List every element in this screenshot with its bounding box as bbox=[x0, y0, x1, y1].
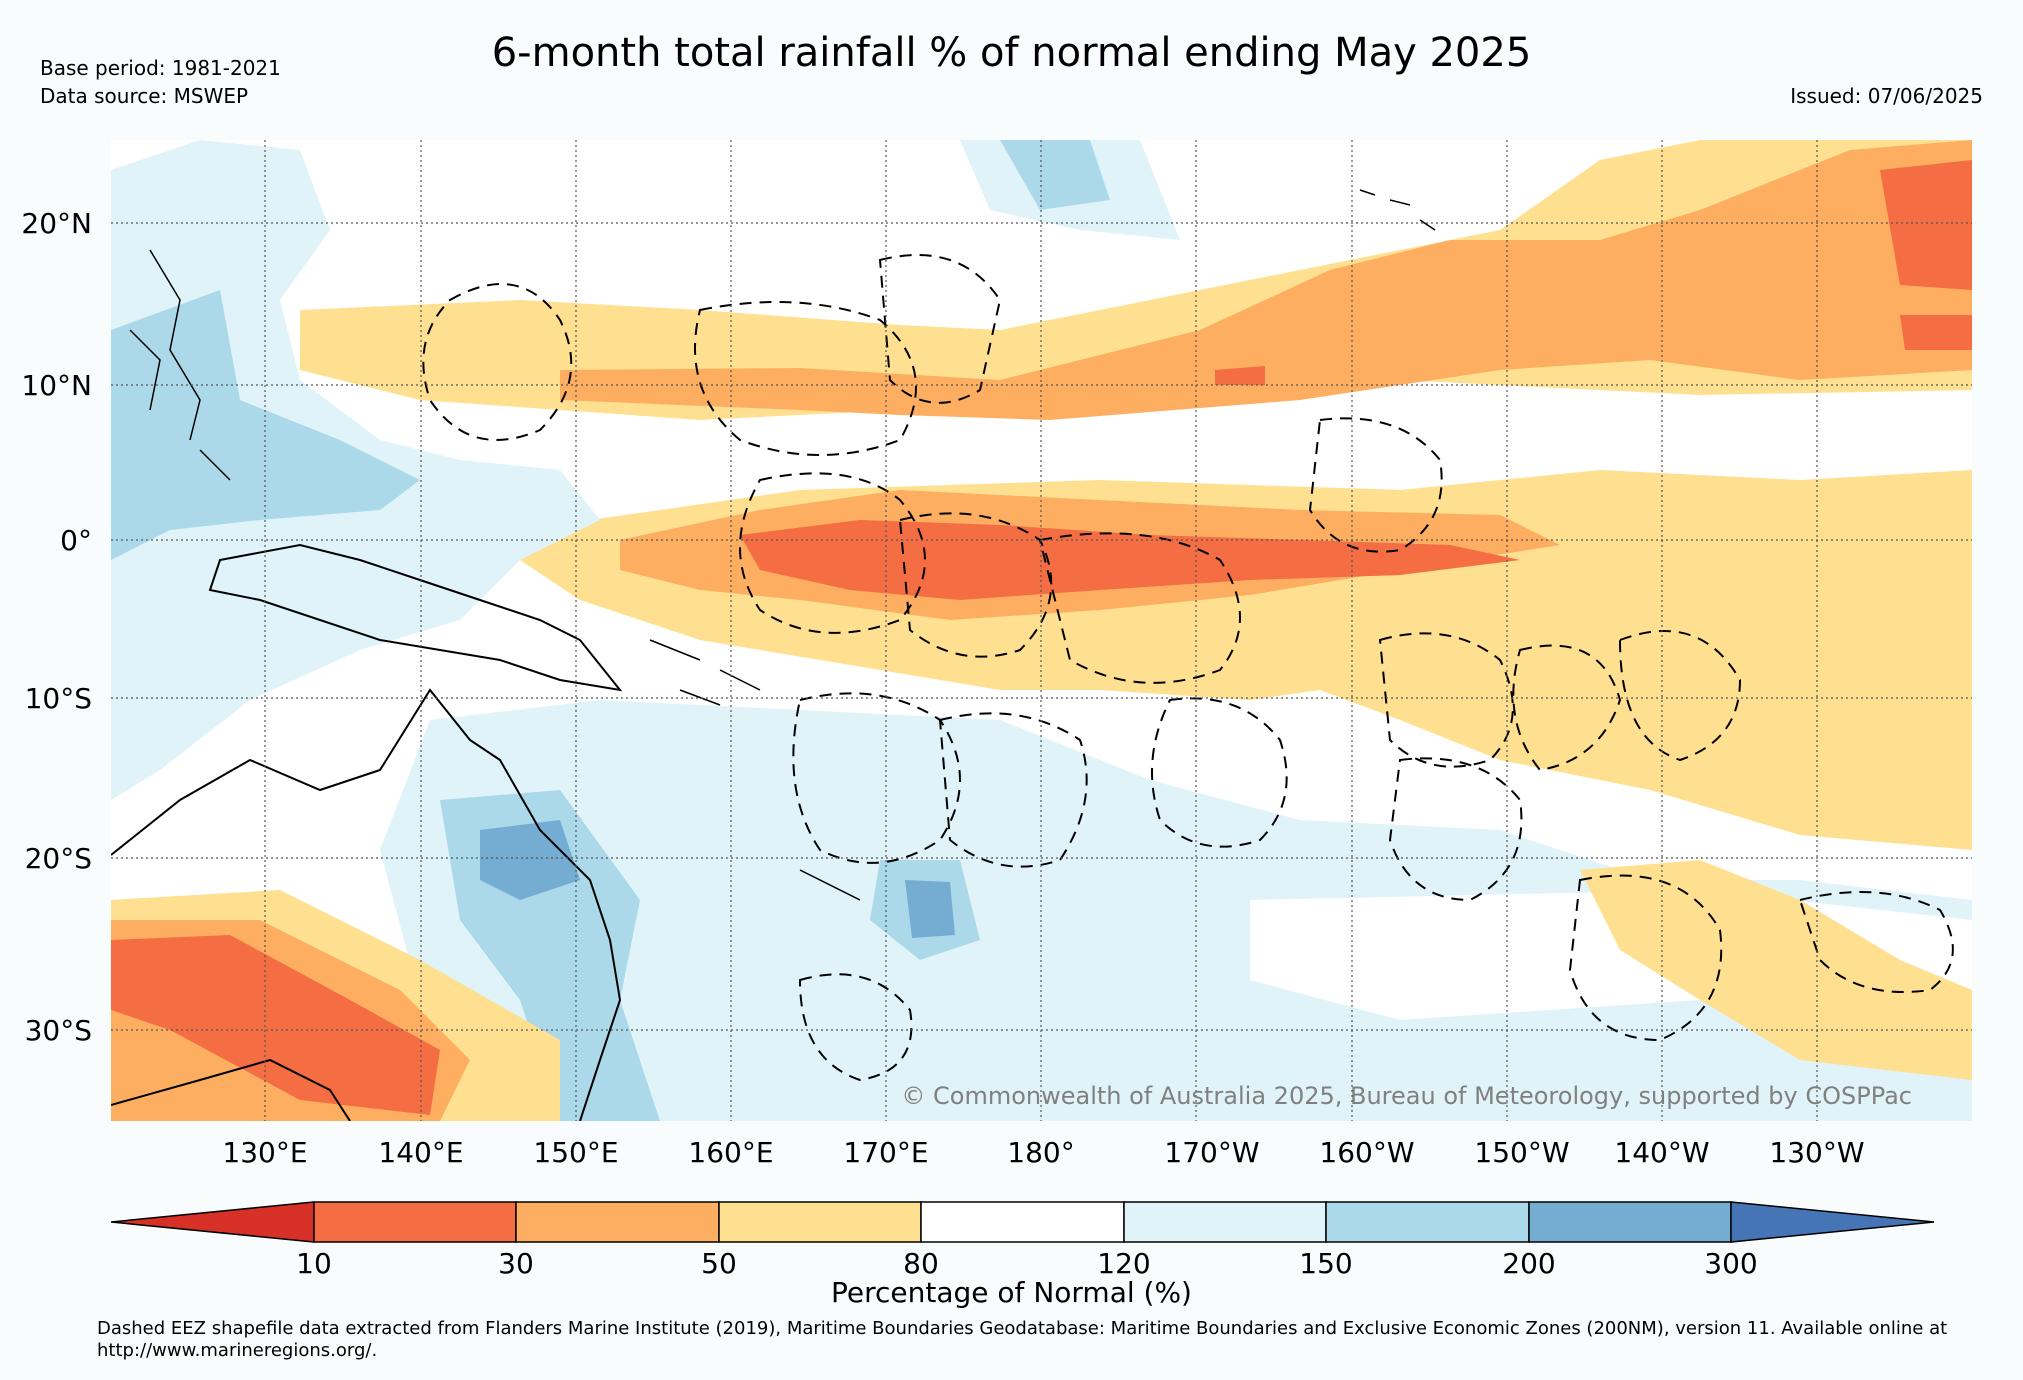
lon-label: 150°E bbox=[533, 1136, 618, 1169]
colorbar bbox=[110, 1201, 1935, 1243]
lon-label: 140°W bbox=[1614, 1136, 1709, 1169]
colorbar-extend-low bbox=[110, 1201, 315, 1243]
dry-zone-northeast-red bbox=[1880, 160, 1972, 290]
colorbar-segment bbox=[1123, 1201, 1327, 1243]
footnote-text: Dashed EEZ shapefile data extracted from… bbox=[97, 1318, 1948, 1361]
colorbar-tick: 120 bbox=[1097, 1247, 1150, 1280]
coastline-australia bbox=[111, 688, 622, 1121]
lat-label: 20°N bbox=[21, 207, 92, 240]
longitude-labels: 130°E 140°E 150°E 160°E 170°E 180° 170°W… bbox=[222, 1136, 1864, 1169]
lat-label: 20°S bbox=[25, 842, 92, 875]
dry-zone-southwest-red bbox=[111, 935, 440, 1115]
lon-label: 170°W bbox=[1164, 1136, 1259, 1169]
wet-zone-coralsea-core bbox=[905, 880, 955, 938]
dry-zone-north-orange bbox=[560, 140, 1972, 420]
dry-spot-north bbox=[1215, 366, 1265, 385]
coastline-australia-south bbox=[111, 1058, 351, 1121]
colorbar-tick: 200 bbox=[1502, 1247, 1555, 1280]
coastline-solomons bbox=[649, 639, 761, 706]
dry-zone-northeast-red-2 bbox=[1900, 315, 1972, 350]
colorbar-tick: 80 bbox=[903, 1247, 939, 1280]
dry-zone-south-east-patch bbox=[1580, 860, 1972, 1080]
colorbar-extend-high bbox=[1730, 1201, 1935, 1243]
colorbar-segment bbox=[313, 1201, 517, 1243]
colorbar-tick: 10 bbox=[296, 1247, 332, 1280]
coastline-philippines bbox=[129, 249, 231, 481]
lat-label: 10°N bbox=[21, 369, 92, 402]
issued-date-text: Issued: 07/06/2025 bbox=[1790, 84, 1983, 108]
wet-zone-north-central-mid bbox=[1000, 140, 1110, 210]
coastline-hawaii bbox=[1359, 189, 1436, 231]
colorbar-segment bbox=[515, 1201, 720, 1243]
lat-label: 0° bbox=[60, 524, 92, 557]
lat-label: 30°S bbox=[25, 1014, 92, 1047]
colorbar-tick: 30 bbox=[498, 1247, 534, 1280]
colorbar-tick: 50 bbox=[701, 1247, 737, 1280]
lon-label: 170°E bbox=[843, 1136, 928, 1169]
colorbar-segment bbox=[1325, 1201, 1530, 1243]
lon-label: 160°W bbox=[1319, 1136, 1414, 1169]
colorbar-tick: 300 bbox=[1704, 1247, 1757, 1280]
map-title: 6-month total rainfall % of normal endin… bbox=[491, 30, 1532, 76]
latitude-labels: 20°N 10°N 0° 10°S 20°S 30°S bbox=[21, 207, 92, 1047]
lon-label: 180° bbox=[1007, 1136, 1074, 1169]
lon-label: 140°E bbox=[378, 1136, 463, 1169]
coastline-new-guinea bbox=[208, 543, 623, 692]
wet-zone-south bbox=[380, 700, 1972, 1121]
gridlines bbox=[111, 140, 1972, 1121]
colorbar-label: Percentage of Normal (%) bbox=[831, 1276, 1192, 1309]
lon-label: 130°E bbox=[222, 1136, 307, 1169]
colorbar-tick: 150 bbox=[1299, 1247, 1352, 1280]
base-period-text: Base period: 1981-2021 bbox=[40, 56, 281, 80]
colorbar-segment bbox=[718, 1201, 922, 1243]
lon-label: 130°W bbox=[1769, 1136, 1864, 1169]
lat-label: 10°S bbox=[25, 682, 92, 715]
eez-boundaries bbox=[422, 254, 1954, 1082]
lon-label: 160°E bbox=[688, 1136, 773, 1169]
coastline-new-caledonia bbox=[799, 869, 861, 901]
data-source-text: Data source: MSWEP bbox=[40, 84, 249, 108]
colorbar-tick-labels: 10 30 50 80 120 150 200 300 bbox=[296, 1247, 1758, 1280]
dry-zone-equatorial-red bbox=[740, 520, 1520, 600]
wet-zone-queensland bbox=[480, 820, 580, 900]
lon-label: 150°W bbox=[1474, 1136, 1569, 1169]
copyright-text: © Commonwealth of Australia 2025, Bureau… bbox=[901, 1082, 1912, 1110]
colorbar-segment bbox=[1528, 1201, 1732, 1243]
map-area: © Commonwealth of Australia 2025, Bureau… bbox=[111, 140, 1972, 1121]
colorbar-segment bbox=[920, 1201, 1125, 1243]
